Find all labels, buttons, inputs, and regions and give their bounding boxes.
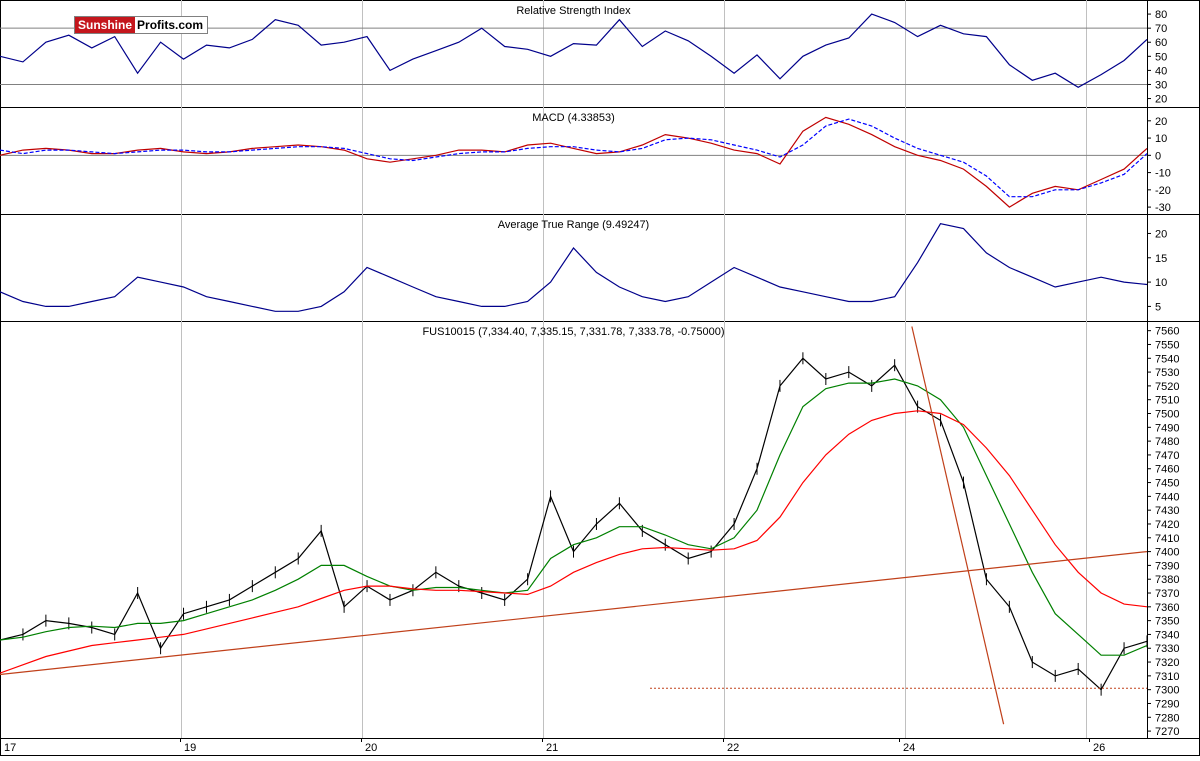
y-tick-label: 7290	[1155, 698, 1179, 710]
y-tick-label: 7450	[1155, 478, 1179, 490]
x-tick-label: 21	[546, 742, 558, 754]
y-tick-label: 7560	[1155, 326, 1179, 338]
y-tick-label: 7360	[1155, 602, 1179, 614]
y-tick-label: 7280	[1155, 712, 1179, 724]
y-tick-label: 10	[1155, 133, 1167, 145]
y-tick-label: -20	[1155, 185, 1171, 197]
y-tick-label: 80	[1155, 9, 1167, 21]
y-tick-label: 7410	[1155, 533, 1179, 545]
panel-title: Relative Strength Index	[516, 5, 631, 17]
trendline	[0, 550, 1147, 676]
y-tick-label: 7460	[1155, 464, 1179, 476]
logo-part-a: Sunshine	[75, 17, 136, 33]
y-tick-label: 7270	[1155, 726, 1179, 738]
y-tick-label: -30	[1155, 202, 1171, 214]
panel-1: -30 -20 -10 0 10 20 MACD (4.33853)	[0, 107, 1200, 215]
series-group	[0, 223, 1147, 312]
panel-0: 20 30 40 50 60 70 80 Relative Strength Index	[0, 0, 1200, 108]
series-group	[0, 13, 1147, 88]
y-tick-label: 20	[1155, 228, 1167, 240]
series-group	[0, 116, 1147, 208]
y-tick-label: 7520	[1155, 381, 1179, 393]
y-tick-label: 7480	[1155, 436, 1179, 448]
y-tick-label: 10	[1155, 277, 1167, 289]
y-tick-label: 7500	[1155, 409, 1179, 421]
y-tick-label: 7300	[1155, 685, 1179, 697]
panel-title: FUS10015 (7,334.40, 7,335.15, 7,331.78, …	[422, 326, 724, 338]
sunshine-profits-logo: Sunshine Profits.com	[74, 16, 209, 34]
y-tick-label: 7530	[1155, 367, 1179, 379]
y-tick-label: 7340	[1155, 629, 1179, 641]
panel-title: MACD (4.33853)	[532, 112, 615, 124]
fast-ma-line	[0, 378, 1147, 656]
x-tick-label: 20	[365, 742, 377, 754]
y-tick-label: 0	[1155, 150, 1161, 162]
y-tick-label: 30	[1155, 79, 1167, 91]
y-tick-label: 7390	[1155, 560, 1179, 572]
y-tick-label: 7310	[1155, 671, 1179, 683]
atr-line	[0, 223, 1147, 312]
series-group	[0, 326, 1147, 725]
y-tick-label: 7510	[1155, 395, 1179, 407]
y-tick-label: 60	[1155, 37, 1167, 49]
trendline	[911, 326, 1005, 725]
panel-2: 5 10 15 20 Average True Range (9.49247)	[0, 214, 1200, 322]
y-tick-label: 7440	[1155, 491, 1179, 503]
y-tick-label: 70	[1155, 23, 1167, 35]
y-tick-label: 7350	[1155, 616, 1179, 628]
x-tick-label: 24	[903, 742, 915, 754]
slow-ma-line	[0, 410, 1147, 674]
y-tick-label: 50	[1155, 51, 1167, 63]
y-tick-label: 7540	[1155, 353, 1179, 365]
y-tick-label: 20	[1155, 94, 1167, 106]
macd-line	[0, 116, 1147, 208]
x-tick-label: 26	[1093, 742, 1105, 754]
logo-part-b: Profits.com	[137, 18, 204, 32]
y-tick-label: 7550	[1155, 339, 1179, 351]
x-tick-label: 17	[4, 742, 16, 754]
y-tick-label: -10	[1155, 168, 1171, 180]
y-tick-label: 15	[1155, 253, 1167, 265]
y-tick-label: 7490	[1155, 422, 1179, 434]
y-tick-label: 40	[1155, 65, 1167, 77]
panel-title: Average True Range (9.49247)	[498, 219, 649, 231]
y-tick-label: 5	[1155, 301, 1161, 313]
y-tick-label: 7370	[1155, 588, 1179, 600]
y-tick-label: 7320	[1155, 657, 1179, 669]
signal-line	[0, 118, 1147, 198]
y-tick-label: 7420	[1155, 519, 1179, 531]
y-tick-label: 7400	[1155, 547, 1179, 559]
y-tick-label: 20	[1155, 116, 1167, 128]
y-tick-label: 7470	[1155, 450, 1179, 462]
y-tick-label: 7380	[1155, 574, 1179, 586]
rsi-line	[0, 13, 1147, 88]
x-tick-label: 19	[184, 742, 196, 754]
y-tick-label: 7430	[1155, 505, 1179, 517]
x-axis: 17 19 20 21 22 24 26	[0, 738, 1105, 754]
y-tick-label: 7330	[1155, 643, 1179, 655]
price-line	[0, 357, 1147, 691]
x-tick-label: 22	[727, 742, 739, 754]
